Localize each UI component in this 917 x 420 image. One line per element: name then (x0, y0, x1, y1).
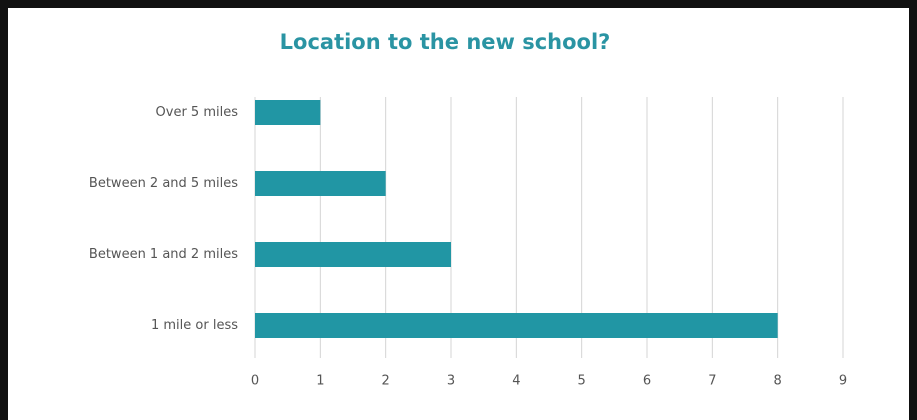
x-tick-label: 3 (447, 374, 455, 389)
bar (255, 242, 451, 267)
y-tick-label: 1 mile or less (151, 318, 238, 333)
y-tick-label: Over 5 miles (156, 105, 239, 120)
y-tick-label: Between 1 and 2 miles (89, 247, 238, 262)
bar (255, 171, 386, 196)
chart-title: Location to the new school? (280, 30, 611, 54)
x-tick-label: 5 (578, 374, 586, 389)
x-tick-label: 7 (708, 374, 716, 389)
y-tick-label: Between 2 and 5 miles (89, 176, 238, 191)
bar (255, 313, 778, 338)
x-tick-label: 4 (512, 374, 520, 389)
x-tick-label: 2 (382, 374, 390, 389)
x-tick-label: 6 (643, 374, 651, 389)
x-tick-label: 1 (316, 374, 324, 389)
x-tick-label: 9 (839, 374, 847, 389)
x-tick-label: 8 (774, 374, 782, 389)
x-tick-label: 0 (251, 374, 259, 389)
bar (255, 100, 321, 125)
